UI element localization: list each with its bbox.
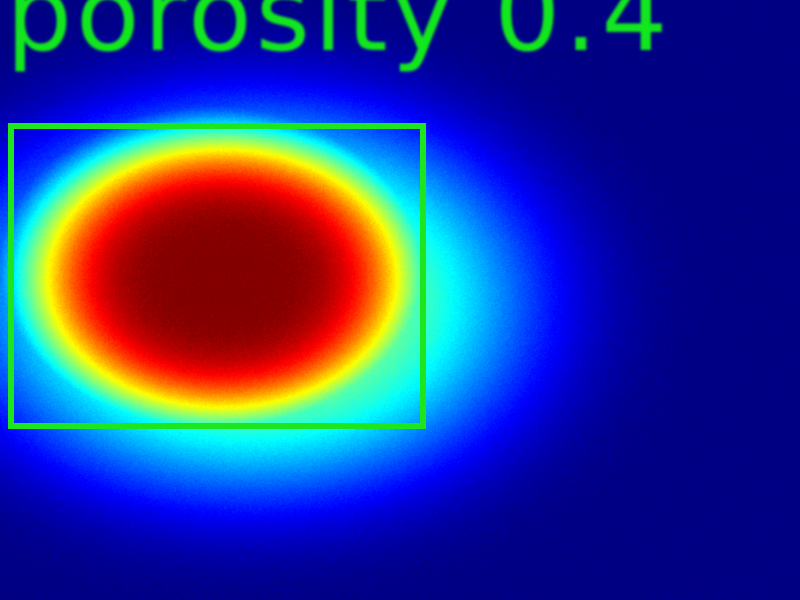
detection-label: porosity 0.4 (6, 0, 672, 75)
detection-box (8, 123, 426, 429)
